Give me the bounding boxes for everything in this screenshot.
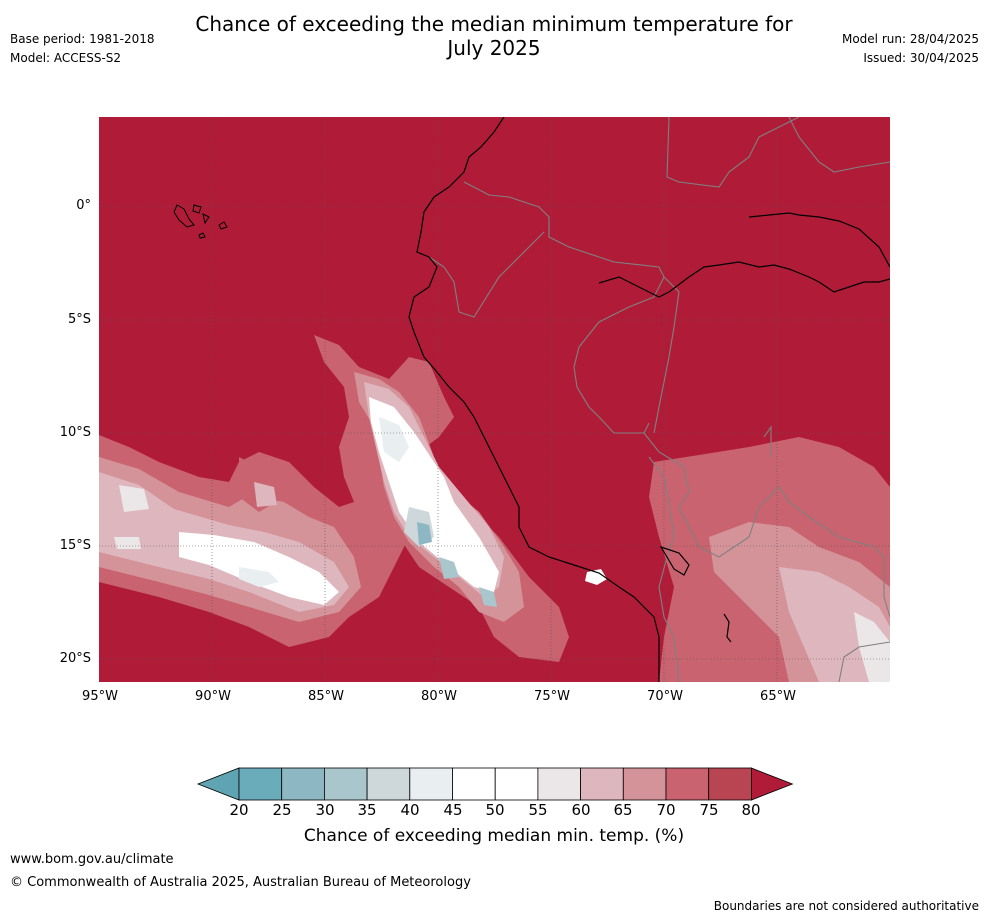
colorbar-tick-75: 75: [699, 801, 719, 819]
galapagos-islands: [173, 204, 228, 239]
colorbar-tick-25: 25: [272, 801, 292, 819]
lon-label-75w: 75°W: [534, 689, 570, 704]
colorbar-tick-20: 20: [229, 801, 249, 819]
footer-url[interactable]: www.bom.gov.au/climate: [10, 852, 174, 867]
colorbar-swatch: [537, 767, 581, 801]
colorbar-tick-65: 65: [613, 801, 633, 819]
model-run-text: Model run: 28/04/2025: [841, 32, 979, 46]
colorbar-swatch: [665, 767, 710, 801]
lat-label-10s: 10°S: [59, 425, 91, 440]
colorbar-swatch: [452, 767, 496, 801]
lat-label-15s: 15°S: [59, 538, 91, 553]
colorbar-swatch: [494, 767, 539, 801]
footer-disclaimer: Boundaries are not considered authoritat…: [713, 899, 979, 913]
title-line-1: Chance of exceeding the median minimum t…: [195, 12, 793, 36]
colorbar-tick-40: 40: [400, 801, 420, 819]
colorbar-tick-30: 30: [315, 801, 335, 819]
colorbar-tick-35: 35: [357, 801, 377, 819]
probability-map: [99, 117, 890, 682]
colorbar-tick-55: 55: [528, 801, 548, 819]
colorbar-extend-low: [196, 767, 240, 801]
colorbar-tick-45: 45: [443, 801, 463, 819]
model-text: Model: ACCESS-S2: [10, 51, 122, 65]
colorbar-swatch: [708, 767, 752, 801]
colorbar-extend-high: [751, 767, 794, 801]
colorbar-swatch: [409, 767, 453, 801]
title-line-2: July 2025: [447, 36, 541, 60]
country-borders: [428, 117, 890, 682]
lon-label-90w: 90°W: [195, 689, 231, 704]
colorbar-tick-80: 80: [741, 801, 761, 819]
colorbar-swatch: [281, 767, 325, 801]
lon-label-65w: 65°W: [760, 689, 796, 704]
contour-region-west: [99, 435, 419, 647]
lat-label-20s: 20°S: [59, 651, 91, 666]
contour-region-central: [314, 335, 607, 662]
base-period-text: Base period: 1981-2018: [10, 32, 155, 46]
colorbar-title: Chance of exceeding median min. temp. (%…: [303, 826, 685, 846]
lon-label-80w: 80°W: [421, 689, 457, 704]
footer-copyright: © Commonwealth of Australia 2025, Austra…: [10, 875, 471, 890]
chart-title: Chance of exceeding the median minimum t…: [0, 12, 988, 60]
meta-right: Model run: 28/04/2025 Issued: 30/04/2025: [842, 30, 979, 68]
colorbar-swatch: [580, 767, 624, 801]
issued-text: Issued: 30/04/2025: [863, 51, 979, 65]
colorbar-swatch: [622, 767, 667, 801]
colorbar-swatch: [366, 767, 411, 801]
colorbar: [196, 767, 794, 801]
colorbar-swatch: [323, 767, 368, 801]
coastline: [408, 117, 890, 682]
lat-label-5s: 5°S: [67, 312, 91, 327]
lon-label-70w: 70°W: [647, 689, 683, 704]
colorbar-tick-60: 60: [571, 801, 591, 819]
meta-left: Base period: 1981-2018 Model: ACCESS-S2: [10, 30, 155, 68]
graticule: [99, 117, 890, 682]
lat-label-0: 0°: [76, 198, 91, 213]
lon-label-85w: 85°W: [308, 689, 344, 704]
colorbar-tick-50: 50: [485, 801, 505, 819]
colorbar-tick-70: 70: [656, 801, 676, 819]
colorbar-swatch: [238, 767, 283, 801]
contour-region-southeast: [649, 437, 890, 682]
lon-label-95w: 95°W: [82, 689, 118, 704]
